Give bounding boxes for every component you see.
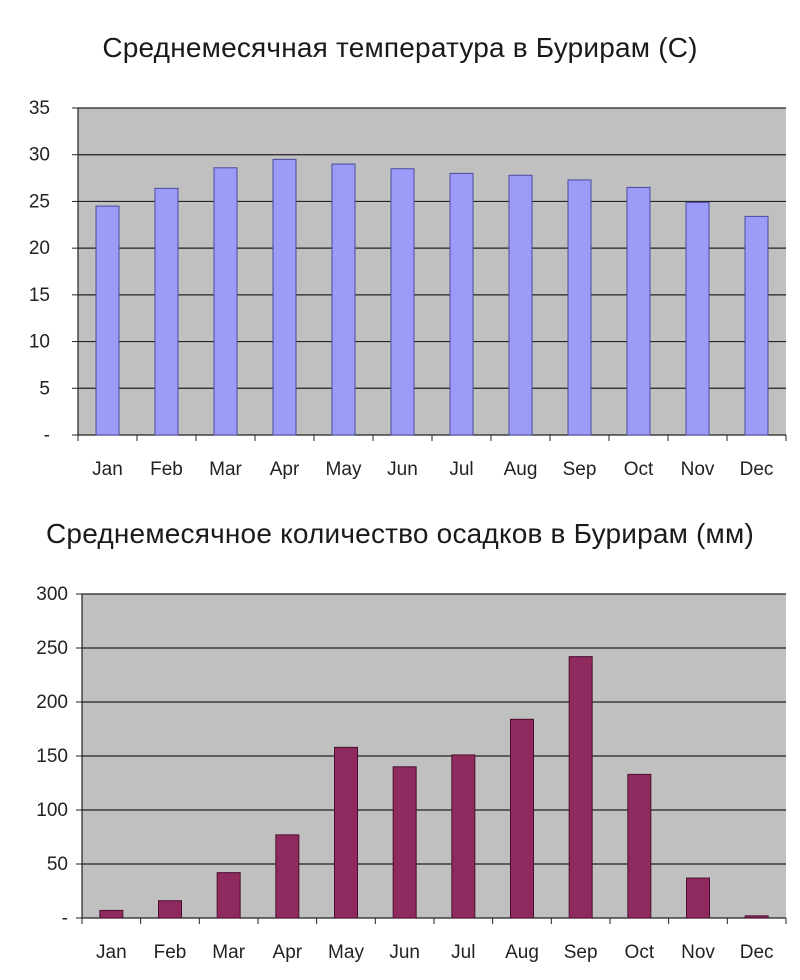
temperature-plot-area	[78, 108, 786, 435]
temperature-bar-feb	[154, 187, 179, 436]
temperature-bar-mar	[213, 167, 238, 436]
precipitation-bar-aug	[510, 718, 534, 919]
temperature-x-tick-label: Dec	[740, 459, 774, 480]
precipitation-x-tick-label: Jul	[451, 942, 475, 963]
precipitation-bar-oct	[627, 773, 652, 919]
precipitation-x-tick-label: Feb	[154, 942, 187, 963]
precipitation-y-tick-label: 200	[36, 692, 68, 713]
temperature-x-tick-label: May	[326, 459, 362, 480]
precipitation-x-tick-label: Nov	[681, 942, 715, 963]
precipitation-bar-jan	[99, 909, 124, 919]
precipitation-y-tick-label: 150	[36, 746, 68, 767]
temperature-bar-apr	[272, 158, 297, 436]
precipitation-bar-nov	[686, 877, 710, 919]
temperature-x-tick-label: Jan	[92, 459, 123, 480]
temperature-bar-oct	[626, 186, 651, 436]
precipitation-x-tick-label: Apr	[273, 942, 303, 963]
temperature-y-tick-label: 15	[29, 285, 50, 306]
temperature-y-tick-label: 5	[39, 378, 50, 399]
precipitation-y-tick-label: 50	[47, 854, 68, 875]
precipitation-x-tick-label: May	[328, 942, 364, 963]
precipitation-bar-mar	[216, 872, 241, 919]
temperature-bar-nov	[685, 201, 710, 436]
temperature-bar-dec	[744, 215, 769, 436]
precipitation-x-tick-label: Dec	[740, 942, 774, 963]
temperature-x-tick-label: Oct	[624, 459, 654, 480]
temperature-x-tick-label: Apr	[270, 459, 300, 480]
precipitation-bar-dec	[744, 915, 769, 919]
precipitation-y-tick-label: -	[62, 908, 68, 929]
temperature-chart: - 5 10 15 20 25 30 35 Jan Feb Mar Apr May Jun Jul Aug Se…	[29, 98, 787, 480]
temperature-y-tick-label: 35	[29, 98, 50, 119]
precipitation-y-tick-label: 100	[36, 800, 68, 821]
precipitation-y-tick-label: 300	[36, 584, 68, 605]
precipitation-chart-title: Среднемесячное количество осадков в Бури…	[46, 518, 754, 549]
temperature-x-tick-label: Mar	[209, 459, 242, 480]
temperature-x-tick-label: Aug	[504, 459, 538, 480]
precipitation-bar-jun	[392, 766, 417, 919]
temperature-y-tick-label: 20	[29, 238, 50, 259]
precipitation-bar-may	[334, 746, 358, 919]
precipitation-x-tick-label: Jan	[96, 942, 127, 963]
precipitation-x-tick-label: Oct	[625, 942, 655, 963]
precipitation-bar-apr	[275, 834, 300, 919]
precipitation-x-tick-label: Mar	[212, 942, 245, 963]
precipitation-x-tick-label: Aug	[505, 942, 539, 963]
precipitation-bar-sep	[568, 656, 593, 919]
temperature-y-tick-label: -	[44, 425, 50, 446]
precipitation-bar-jul	[451, 754, 476, 919]
temperature-x-tick-label: Nov	[681, 459, 715, 480]
precipitation-x-tick-label: Sep	[564, 942, 598, 963]
temperature-x-tick-label: Feb	[150, 459, 183, 480]
precipitation-bar-feb	[158, 900, 182, 919]
temperature-bar-jun	[390, 168, 415, 436]
precipitation-x-tick-label: Jun	[389, 942, 420, 963]
temperature-y-tick-label: 30	[29, 145, 50, 166]
temperature-x-tick-label: Jul	[449, 459, 473, 480]
precipitation-y-tick-label: 250	[36, 638, 68, 659]
temperature-chart-title: Среднемесячная температура в Бурирам (С)	[102, 32, 698, 63]
temperature-bar-jan	[95, 205, 120, 436]
temperature-bar-may	[331, 163, 356, 436]
temperature-bar-sep	[567, 179, 592, 436]
temperature-y-tick-label: 10	[29, 332, 50, 353]
temperature-bar-jul	[449, 172, 474, 436]
temperature-y-tick-label: 25	[29, 191, 50, 212]
temperature-bar-aug	[508, 174, 533, 436]
temperature-x-tick-label: Sep	[563, 459, 597, 480]
temperature-x-tick-label: Jun	[387, 459, 418, 480]
